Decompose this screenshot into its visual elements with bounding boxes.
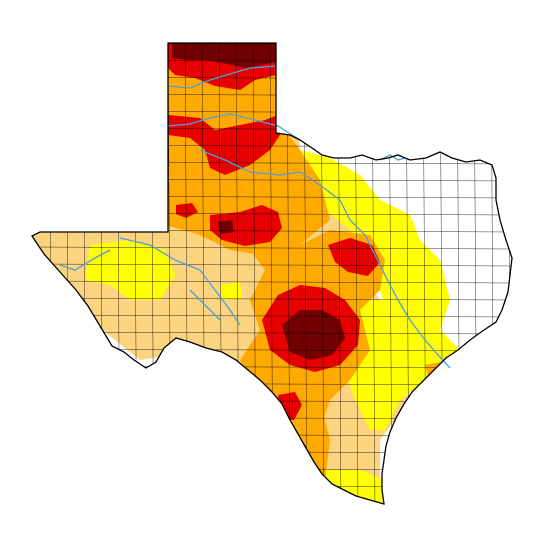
county-line: [32, 450, 512, 454]
county-line: [490, 43, 495, 504]
d3-small-west: [176, 203, 198, 218]
d3-panhandle-middle: [168, 115, 280, 175]
brazos-river: [199, 149, 451, 369]
county-line: [48, 43, 53, 504]
county-line: [32, 280, 512, 284]
county-line: [32, 467, 512, 471]
county-line: [32, 433, 512, 437]
d4-panhandle-top: [172, 43, 276, 68]
rivers: [59, 65, 451, 369]
d4-rolling-plains: [218, 220, 234, 234]
d0-south-tip: [320, 470, 384, 504]
texas-outline: [31, 42, 513, 505]
county-line: [473, 43, 478, 504]
canadian-river: [167, 65, 277, 89]
drought-layer: [32, 43, 460, 504]
county-line: [32, 501, 512, 504]
d2-south-region: [290, 400, 330, 480]
county-line: [32, 399, 512, 403]
county-line: [32, 314, 512, 318]
county-line: [32, 43, 36, 504]
d0-small-west: [220, 282, 242, 300]
d3-north-central: [328, 238, 380, 276]
red-river-prairie-dog: [167, 113, 301, 141]
colorado-river: [119, 237, 241, 326]
county-line: [32, 263, 512, 267]
county-line: [32, 331, 512, 335]
d4-hill-country: [282, 310, 345, 360]
county-line: [32, 297, 512, 301]
d2-southeast-patch: [425, 362, 445, 384]
county-line: [32, 416, 512, 420]
county-line: [456, 43, 461, 504]
d3-rolling-plains: [210, 205, 282, 246]
rio-grande-west: [59, 249, 111, 271]
county-line: [32, 246, 512, 250]
county-line: [32, 484, 512, 488]
trinity-river: [379, 154, 406, 161]
pecos-river: [189, 289, 221, 321]
